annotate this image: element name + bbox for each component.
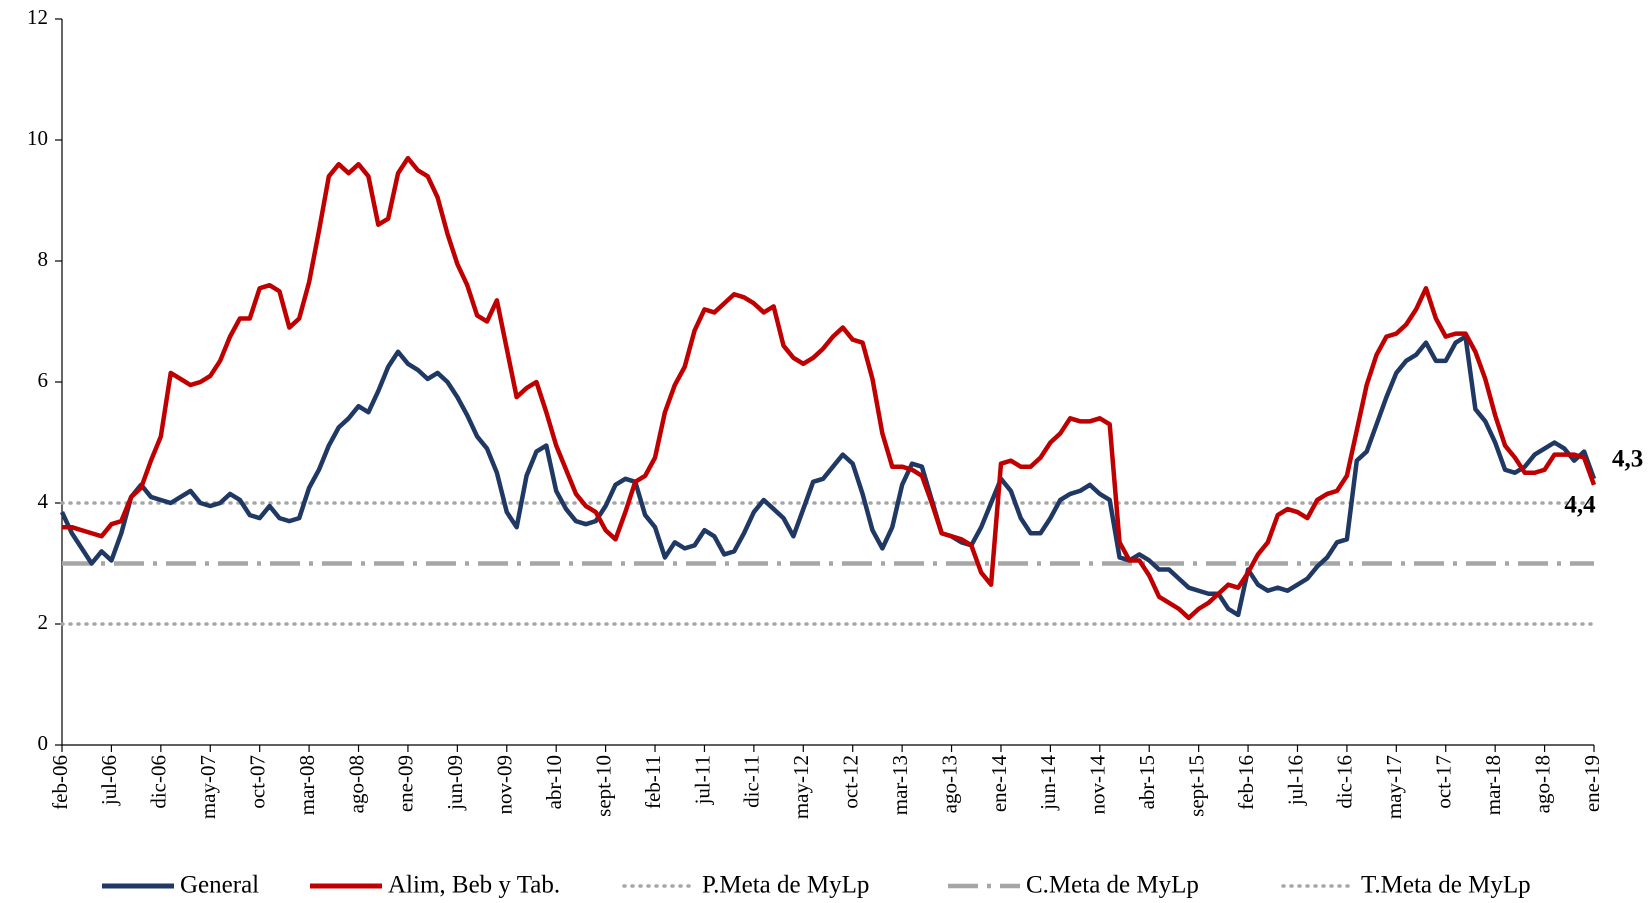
y-tick-label: 0 bbox=[38, 731, 49, 755]
x-tick-label: ene-14 bbox=[987, 755, 1011, 813]
x-tick-label: sept-10 bbox=[591, 755, 615, 817]
x-tick-label: jun-14 bbox=[1036, 755, 1060, 811]
series-line bbox=[59, 334, 1597, 618]
end-label: 4,4 bbox=[1564, 492, 1596, 519]
series-line bbox=[62, 155, 1597, 621]
x-tick-label: oct-12 bbox=[839, 755, 863, 809]
x-tick-label: abr-10 bbox=[542, 755, 566, 809]
x-tick-label: nov-09 bbox=[493, 755, 517, 815]
x-tick-label: dic-11 bbox=[740, 755, 764, 808]
x-tick-label: dic-06 bbox=[147, 755, 171, 809]
legend-label: Alim, Beb y Tab. bbox=[388, 872, 560, 899]
y-tick-label: 6 bbox=[38, 368, 49, 392]
legend-label: P.Meta de MyLp bbox=[702, 872, 869, 899]
y-tick-label: 4 bbox=[38, 489, 49, 513]
x-tick-label: abr-15 bbox=[1135, 755, 1159, 809]
x-tick-label: sept-15 bbox=[1184, 755, 1208, 817]
x-tick-label: feb-11 bbox=[641, 755, 665, 809]
x-tick-label: jul-11 bbox=[690, 755, 714, 805]
legend-item: C.Meta de MyLp bbox=[948, 872, 1199, 899]
end-label: 4,3 bbox=[1612, 446, 1643, 473]
y-tick-label: 8 bbox=[38, 247, 49, 271]
x-tick-label: jul-06 bbox=[97, 755, 121, 806]
x-tick-label: mar-18 bbox=[1481, 755, 1505, 815]
x-tick-label: may-17 bbox=[1382, 755, 1406, 819]
y-tick-label: 2 bbox=[38, 610, 49, 634]
x-tick-label: ago-13 bbox=[937, 755, 961, 813]
x-tick-label: jun-09 bbox=[443, 755, 467, 811]
legend-item: T.Meta de MyLp bbox=[1281, 872, 1531, 899]
x-tick-label: ene-19 bbox=[1580, 755, 1604, 812]
x-tick-label: nov-14 bbox=[1086, 755, 1110, 815]
x-tick-label: oct-17 bbox=[1432, 755, 1456, 809]
legend-label: C.Meta de MyLp bbox=[1026, 872, 1199, 899]
x-tick-label: ago-18 bbox=[1530, 755, 1554, 813]
x-tick-label: oct-07 bbox=[245, 755, 269, 809]
legend-label: General bbox=[180, 872, 259, 899]
x-tick-label: jul-16 bbox=[1283, 755, 1307, 806]
legend-item: P.Meta de MyLp bbox=[622, 872, 869, 899]
x-tick-label: mar-13 bbox=[888, 755, 912, 815]
y-tick-label: 10 bbox=[27, 126, 48, 150]
x-tick-label: may-07 bbox=[196, 755, 220, 819]
legend-label: T.Meta de MyLp bbox=[1361, 872, 1531, 899]
x-tick-label: ene-09 bbox=[394, 755, 418, 812]
x-tick-label: mar-08 bbox=[295, 755, 319, 815]
x-tick-label: ago-08 bbox=[344, 755, 368, 813]
y-tick-label: 12 bbox=[27, 5, 48, 29]
x-tick-label: feb-06 bbox=[48, 755, 72, 810]
x-tick-label: may-12 bbox=[789, 755, 813, 819]
legend-item: General bbox=[102, 872, 259, 899]
x-tick-label: feb-16 bbox=[1234, 755, 1258, 810]
x-tick-label: dic-16 bbox=[1333, 755, 1357, 809]
legend-item: Alim, Beb y Tab. bbox=[310, 872, 560, 899]
